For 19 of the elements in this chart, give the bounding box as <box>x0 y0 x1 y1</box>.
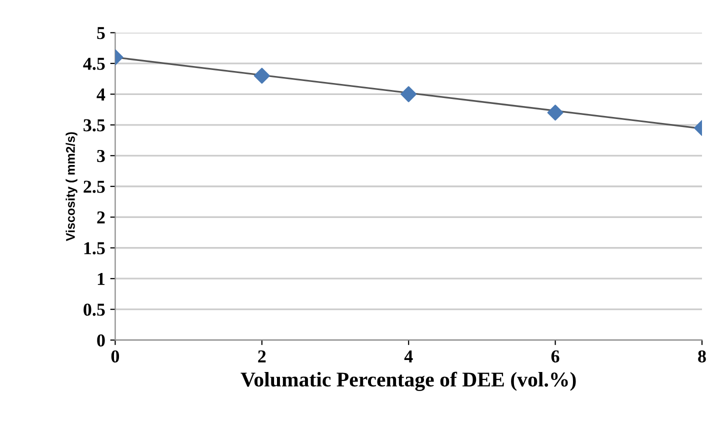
y-tick-label: 5 <box>97 27 105 40</box>
y-tick-label: 3 <box>97 150 105 162</box>
y-tick-label: 3.5 <box>84 119 105 132</box>
x-tick-label: 2 <box>258 350 266 362</box>
y-tick-label: 1.5 <box>84 242 105 254</box>
y-tick-label: 0 <box>97 334 105 347</box>
y-axis-title: Viscosity ( mm2/s) <box>66 132 78 242</box>
x-tick-label: 8 <box>698 350 706 363</box>
y-tick-label: 4.5 <box>83 58 105 70</box>
y-tick-label: 2.5 <box>84 180 105 193</box>
x-tick-label: 4 <box>404 350 413 362</box>
point <box>400 86 417 102</box>
x-axis-title: Volumatic Percentage of DEE (vol.%) <box>240 372 576 391</box>
y-tick-label: 0.5 <box>84 304 105 316</box>
y-tick-label: 1 <box>98 272 105 285</box>
y-tick-label: 2 <box>97 211 105 224</box>
x-tick-label: 6 <box>551 350 560 363</box>
y-tick-label: 4 <box>96 88 106 100</box>
x-tick-label: 0 <box>111 350 120 363</box>
